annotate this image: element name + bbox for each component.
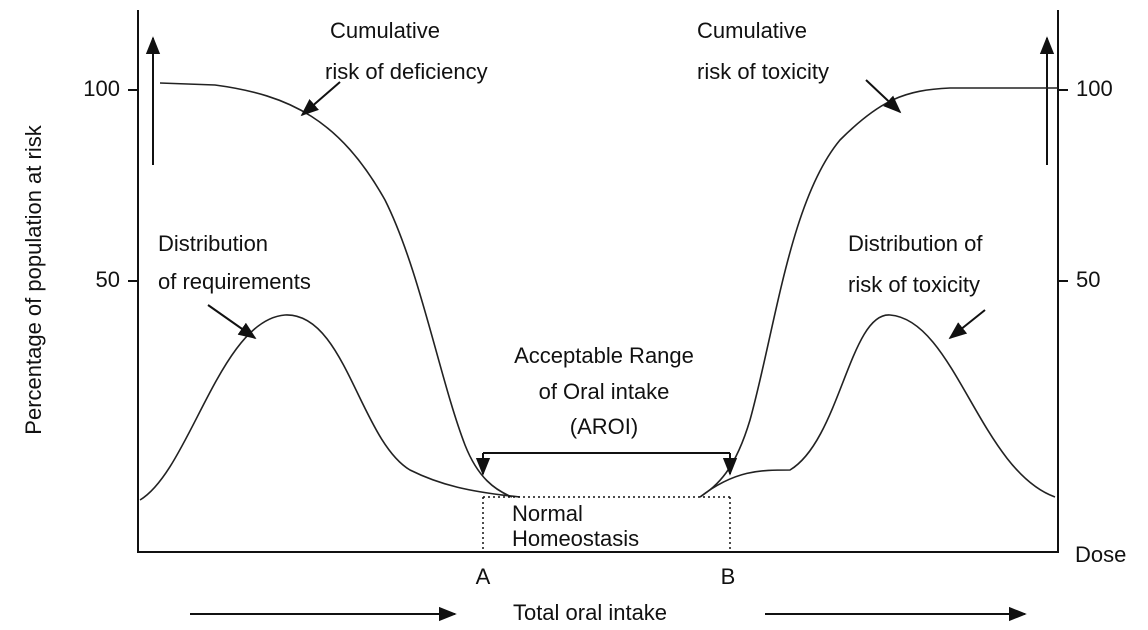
tick-label: 50 xyxy=(1076,267,1100,292)
annotation: risk of toxicity xyxy=(848,272,980,297)
y-axis-label: Percentage of population at risk xyxy=(21,124,46,434)
point-label: B xyxy=(721,564,736,589)
axes xyxy=(128,10,1068,622)
annotation: Cumulative xyxy=(330,18,440,43)
annotation: (AROI) xyxy=(570,414,638,439)
annotation: of requirements xyxy=(158,269,311,294)
annotation: Distribution xyxy=(158,231,268,256)
annotation: Homeostasis xyxy=(512,526,639,551)
point-label: A xyxy=(476,564,491,589)
annotation: Cumulative xyxy=(697,18,807,43)
annotation: Acceptable Range xyxy=(514,343,694,368)
tick-label: 50 xyxy=(96,267,120,292)
dose-label: Dose xyxy=(1075,542,1126,567)
annotation: risk of toxicity xyxy=(697,59,829,84)
annotation: risk of deficiency xyxy=(325,59,488,84)
tick-label: 100 xyxy=(1076,76,1113,101)
pointers xyxy=(207,79,986,340)
tick-label: 100 xyxy=(83,76,120,101)
annotation: of Oral intake xyxy=(539,379,670,404)
annotation: Distribution of xyxy=(848,231,983,256)
annotation: Normal xyxy=(512,501,583,526)
aroi-bracket xyxy=(475,452,738,552)
x-axis-label: Total oral intake xyxy=(513,600,667,625)
